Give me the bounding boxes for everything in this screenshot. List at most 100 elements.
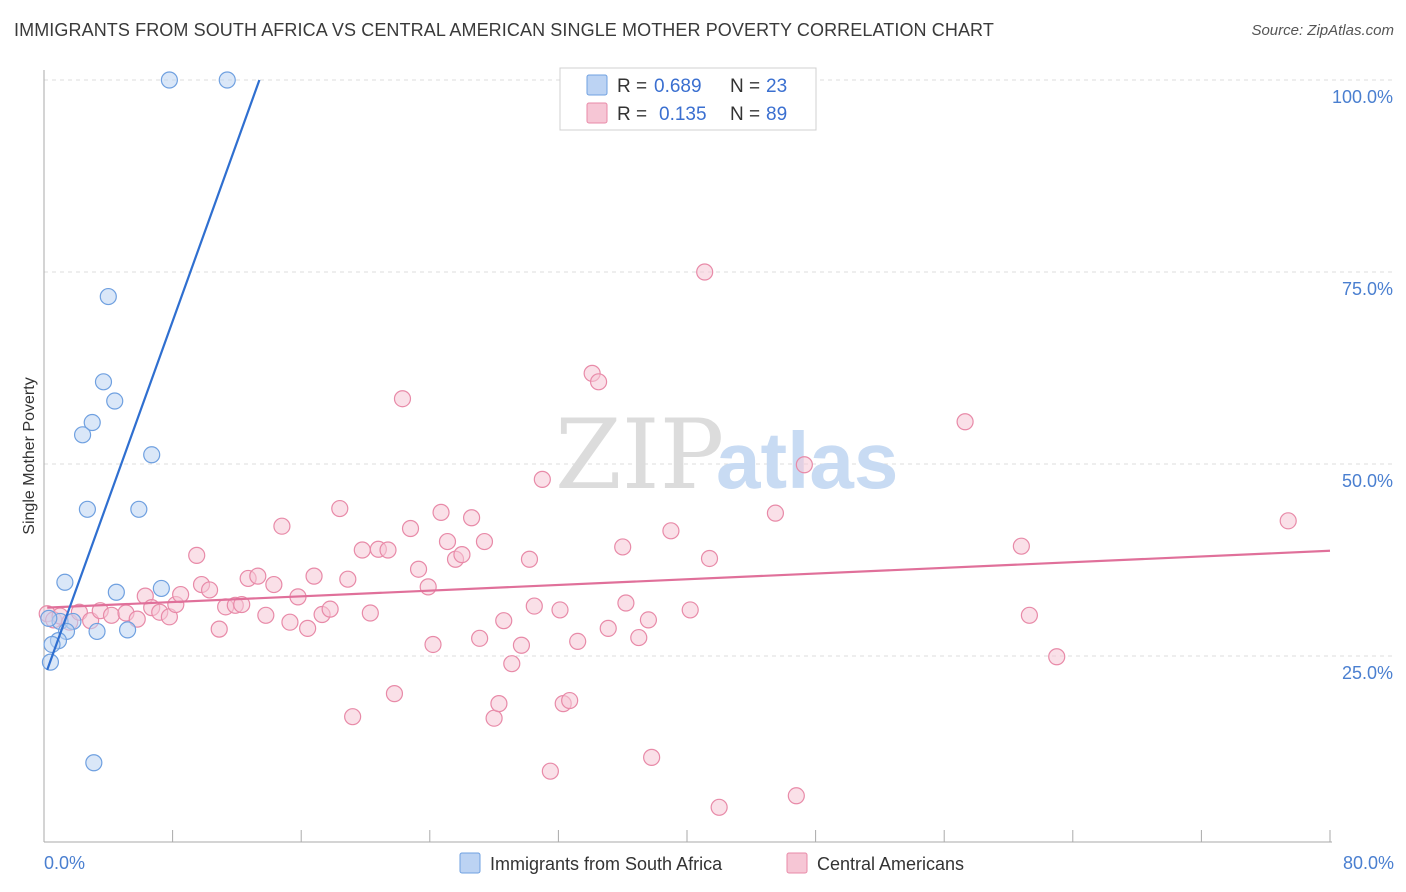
x-axis-ticks xyxy=(43,830,1331,842)
y-tick-label: 100.0% xyxy=(1332,87,1393,107)
data-point xyxy=(503,655,521,673)
data-point xyxy=(1279,512,1297,530)
data-point xyxy=(643,748,661,766)
data-point xyxy=(525,597,543,615)
data-point xyxy=(589,373,608,391)
data-point xyxy=(210,620,228,638)
data-point xyxy=(453,546,471,564)
legend-box: R = 0.689 N = 23 R = 0.135 N = 89 xyxy=(559,67,817,131)
data-point xyxy=(512,636,531,654)
series-immigrants-south-africa xyxy=(40,71,236,772)
legend-swatch-pink xyxy=(586,102,608,124)
data-point xyxy=(438,532,457,551)
data-point xyxy=(475,532,494,551)
data-point xyxy=(541,762,559,780)
trend-line-south-africa xyxy=(46,79,261,671)
data-point xyxy=(299,619,317,637)
legend-r-label-2: R = xyxy=(617,104,647,125)
data-point xyxy=(569,632,587,651)
data-point xyxy=(118,621,137,639)
legend-n-value-1: 23 xyxy=(766,76,787,97)
data-point xyxy=(617,594,635,612)
data-point xyxy=(273,517,291,535)
legend-swatch-blue xyxy=(586,74,608,96)
data-point xyxy=(143,446,161,464)
data-point xyxy=(710,798,728,816)
data-point xyxy=(681,601,699,619)
data-point xyxy=(551,601,569,619)
legend-n-label-1: N = xyxy=(730,76,760,97)
data-point xyxy=(321,600,339,618)
bottom-legend-swatch-blue xyxy=(459,852,481,874)
series-central-americans xyxy=(38,263,1297,816)
data-point xyxy=(188,546,206,564)
watermark-zip: ZIP xyxy=(555,399,724,511)
data-point xyxy=(432,503,450,521)
legend-n-label-2: N = xyxy=(730,104,760,125)
data-point xyxy=(561,691,579,710)
x-tick-label-max: 80.0% xyxy=(1343,853,1394,873)
data-point xyxy=(1048,648,1066,666)
data-point xyxy=(172,585,190,604)
data-point xyxy=(56,573,74,591)
grid-lines xyxy=(44,79,1392,657)
data-point xyxy=(107,583,125,601)
data-point xyxy=(385,685,404,703)
trend-line-central-americans xyxy=(47,549,1331,609)
data-point xyxy=(393,390,412,408)
data-point xyxy=(88,622,106,641)
data-point xyxy=(128,610,146,628)
data-point xyxy=(152,579,170,598)
data-point xyxy=(956,413,974,431)
y-tick-labels: 25.0% 50.0% 75.0% 100.0% xyxy=(1332,87,1393,683)
chart-title: IMMIGRANTS FROM SOUTH AFRICA VS CENTRAL … xyxy=(14,20,994,40)
legend-n-value-2: 89 xyxy=(766,104,787,125)
data-point xyxy=(787,787,805,805)
data-point xyxy=(218,71,236,89)
data-point xyxy=(160,71,178,89)
data-point xyxy=(614,538,632,556)
data-point xyxy=(200,581,219,599)
data-point xyxy=(696,263,714,281)
legend-r-label-1: R = xyxy=(617,76,647,97)
data-point xyxy=(495,612,513,630)
data-point xyxy=(419,578,437,596)
data-point xyxy=(94,373,113,391)
data-point xyxy=(83,413,101,432)
data-point xyxy=(795,456,813,474)
data-point xyxy=(630,628,648,647)
data-point xyxy=(520,550,539,568)
x-tick-label-min: 0.0% xyxy=(44,853,85,873)
legend-r-value-2: 0.135 xyxy=(659,104,707,125)
data-point xyxy=(265,575,283,594)
data-point xyxy=(344,708,362,726)
y-tick-label: 25.0% xyxy=(1342,663,1393,683)
data-point xyxy=(102,606,121,624)
data-point xyxy=(533,470,551,488)
data-point xyxy=(485,709,503,727)
data-point xyxy=(662,522,680,540)
y-tick-label: 50.0% xyxy=(1342,471,1393,491)
data-point xyxy=(1020,606,1038,624)
bottom-legend-label-pink: Central Americans xyxy=(817,854,964,874)
data-point xyxy=(361,604,379,622)
data-point xyxy=(424,635,442,654)
data-point xyxy=(639,611,658,629)
bottom-legend-swatch-pink xyxy=(786,852,808,874)
data-point xyxy=(339,570,357,588)
data-point xyxy=(331,499,349,518)
data-point xyxy=(409,560,428,578)
bottom-legend: Immigrants from South Africa Central Ame… xyxy=(459,852,964,874)
data-point xyxy=(1012,537,1030,555)
data-point xyxy=(379,541,397,559)
data-point xyxy=(281,613,299,631)
data-point xyxy=(401,519,420,538)
data-point xyxy=(353,541,371,559)
data-point xyxy=(766,504,785,522)
data-point xyxy=(700,549,719,568)
data-point xyxy=(78,500,97,518)
data-point xyxy=(249,567,267,585)
source-label: Source: ZipAtlas.com xyxy=(1251,22,1394,39)
data-point xyxy=(99,287,117,306)
